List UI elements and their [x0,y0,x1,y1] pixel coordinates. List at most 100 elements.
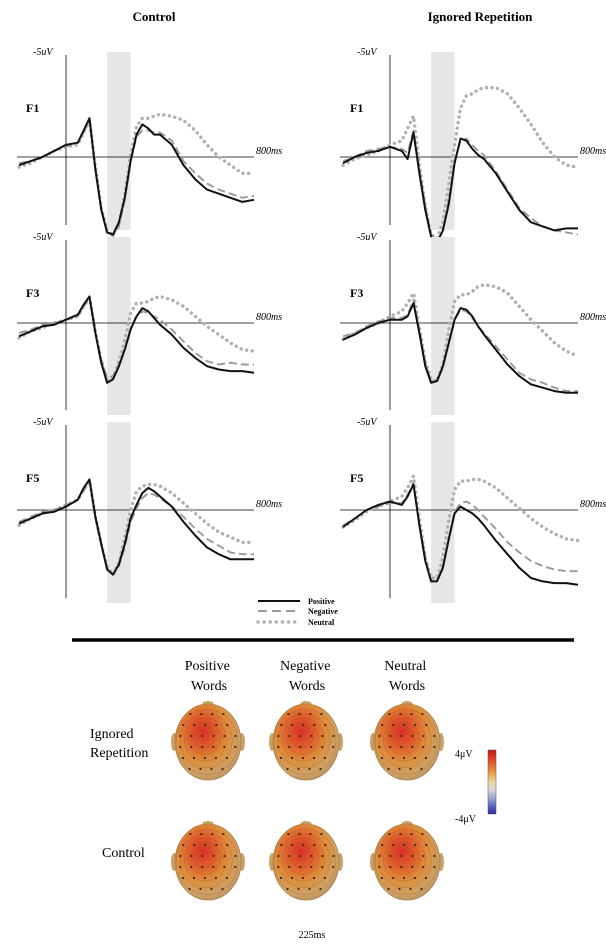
topomap-control-neutral [370,821,444,901]
electrode-dot [308,887,311,891]
electrode-dot [223,854,226,858]
topo-col-positive-line2: Words [191,679,227,694]
contour [184,717,227,762]
series-negative [18,480,254,576]
contour [374,829,438,895]
topo-col-negative-line1: Negative [280,659,331,674]
scalp [174,703,242,781]
electrode-dot [223,734,226,738]
electrode-dot [179,865,182,869]
electrode-dot [400,854,403,858]
contour [179,713,233,768]
electrode-dot [302,843,305,847]
electrode-dot [313,843,316,847]
electrode-dot [280,843,283,847]
electrode-dot [425,843,428,847]
electrode-dot [411,745,414,749]
topomap-control-negative [269,821,343,901]
electrode-label: F1 [26,101,39,115]
electrode-dot [400,734,403,738]
electrode-dot [309,712,312,716]
electrode-dot [301,876,304,880]
erp-panel-control-f5: -5uV 800ms F5 [17,417,282,603]
electrode-dot [378,854,381,858]
electrode-dot [389,865,392,869]
amplitude-label: -5uV [33,47,54,58]
amplitude-label: -5uV [33,417,54,428]
electrode-dot [181,876,184,880]
electrode-dot [193,843,196,847]
topo-col-neutral: Neutral Words [384,659,429,694]
electrode-dot [319,767,322,771]
electrode-dot [389,745,392,749]
contour [374,709,438,775]
series-positive [342,302,578,394]
highlight-window [431,52,455,230]
electrode-dot [403,723,406,727]
electrode-dot [414,843,417,847]
electrode-dot [215,723,218,727]
color-scale-max-label: 4μV [455,749,473,760]
electrode-dot [288,745,291,749]
electrode-label: F1 [350,101,363,115]
amplitude-label: -5uV [33,232,54,243]
electrode-dot [399,712,402,716]
electrode-dot [286,767,289,771]
time-end-label: 800ms [256,146,282,157]
electrode-dot [234,745,237,749]
electrode-dot [212,745,215,749]
electrode-dot [321,745,324,749]
contour [391,726,414,748]
electrode-dot [413,876,416,880]
contour [175,829,239,895]
highlight-window [431,422,455,603]
scalp [373,703,441,781]
electrode-dot [433,854,436,858]
electrode-dot [433,745,436,749]
electrode-dot [203,756,206,760]
electrode-dot [210,767,213,771]
electrode-dot [398,887,401,891]
electrode-dot [193,723,196,727]
electrode-dot [387,767,390,771]
electrode-dot [277,734,280,738]
electrode-dot [389,734,392,738]
electrode-dot [277,865,280,869]
electrode-dot [298,712,301,716]
topomap-control-positive [171,821,245,901]
electrode-dot [380,756,383,760]
erp-panel-control-f3: -5uV 800ms F3 [17,232,282,415]
electrode-dot [234,865,237,869]
erp-panel-ignored-repetition-f1: -5uV 800ms F1 [340,47,606,244]
topomap-ignored-positive [171,701,245,781]
ignored-column-title: Ignored Repetition [428,9,534,24]
topo-col-positive: Positive Words [185,659,234,694]
scalp [174,823,242,901]
electrode-dot [192,876,195,880]
highlight-window [107,237,131,415]
electrode-dot [286,887,289,891]
electrode-dot [403,843,406,847]
electrode-dot [411,734,414,738]
electrode-dot [287,712,290,716]
electrode-dot [409,767,412,771]
series-neutral [17,479,256,577]
contour [273,829,337,895]
electrode-dot [279,756,282,760]
electrode-dot [302,723,305,727]
electrode-dot [411,865,414,869]
electrode-label: F5 [26,471,39,485]
electrode-dot [378,734,381,738]
electrode-dot [179,745,182,749]
electrode-dot [298,832,301,836]
electrode-dot [223,865,226,869]
series-negative [342,481,578,581]
electrode-dot [400,865,403,869]
legend-positive-label: Positive [308,597,335,606]
electrode-dot [188,767,191,771]
electrode-dot [192,756,195,760]
electrode-dot [400,745,403,749]
electrode-dot [190,854,193,858]
electrode-dot [332,854,335,858]
